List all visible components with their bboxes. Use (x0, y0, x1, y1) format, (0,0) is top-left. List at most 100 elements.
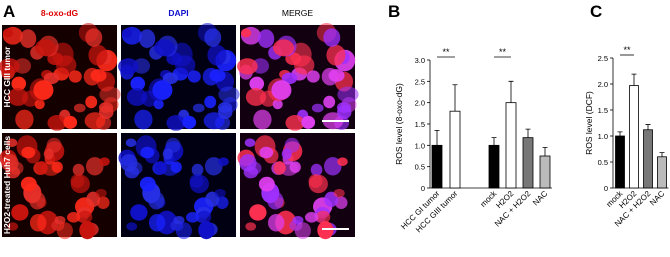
cell (29, 213, 47, 232)
cell (34, 99, 45, 110)
cell (47, 114, 67, 131)
bar (629, 85, 639, 189)
cell (130, 76, 146, 91)
bar (505, 102, 517, 189)
bar (615, 135, 625, 189)
cell (310, 163, 323, 177)
cell (249, 204, 267, 221)
significance-label: ** (442, 47, 450, 57)
cell (1, 154, 19, 172)
cell (323, 95, 336, 109)
y-tick-label: 1.0 (598, 132, 608, 141)
cell (203, 112, 225, 130)
cell (323, 157, 342, 176)
y-tick-label: 1.5 (598, 106, 608, 115)
cell (84, 112, 106, 130)
cell (0, 58, 20, 75)
cell (68, 70, 82, 83)
y-tick-label: 0 (421, 184, 425, 193)
cell (85, 95, 98, 109)
cell (148, 213, 166, 232)
micrograph (237, 133, 355, 240)
y-tick-label: 2.0 (415, 99, 425, 108)
cell (186, 212, 200, 223)
cell (244, 138, 256, 147)
cell (7, 222, 19, 231)
column-label: 8-oxo-dG (41, 8, 79, 18)
cell (165, 137, 181, 153)
cell (196, 210, 212, 224)
row-label: HCC GIII tumor (2, 46, 12, 108)
cell (321, 67, 339, 86)
cell (43, 72, 60, 85)
cell (85, 157, 104, 176)
cell (323, 28, 341, 47)
cell (253, 109, 272, 130)
error-bar (525, 128, 531, 138)
cell (154, 161, 167, 175)
cell (56, 222, 73, 240)
cell (79, 221, 96, 240)
cell (154, 39, 175, 57)
cell (239, 154, 257, 172)
cell (337, 157, 348, 166)
y-tick-label: 1.5 (415, 120, 425, 129)
cell (2, 28, 14, 38)
cell (294, 222, 311, 240)
bar (539, 155, 551, 189)
cell (21, 146, 36, 159)
bar (643, 129, 653, 189)
bar (431, 144, 443, 189)
cell (175, 222, 192, 240)
cell (308, 174, 323, 188)
cell (204, 157, 223, 176)
cell (306, 70, 320, 83)
bar (522, 137, 534, 189)
cell (121, 28, 133, 38)
cell (267, 191, 284, 210)
micrograph (118, 23, 240, 131)
cell (19, 29, 37, 48)
cell (273, 39, 294, 57)
cell (148, 191, 165, 210)
error-bar (508, 80, 514, 103)
cell (305, 212, 319, 223)
cell (126, 88, 148, 106)
cell (96, 196, 110, 209)
panel-letter: B (388, 2, 400, 21)
bar (488, 144, 500, 189)
cell (85, 28, 103, 47)
cell (170, 161, 182, 173)
cell (207, 44, 227, 66)
y-tick-label: 1.0 (415, 141, 425, 150)
cell (140, 146, 155, 159)
y-tick-label: 3.0 (415, 56, 425, 65)
cell (284, 137, 300, 153)
cell (333, 188, 345, 198)
cell (315, 210, 331, 224)
cell (259, 146, 274, 159)
cell (326, 44, 346, 66)
cell (125, 138, 137, 147)
y-tick-label: 0.5 (415, 163, 425, 172)
cell (139, 176, 156, 192)
cell (29, 191, 46, 210)
cell (218, 86, 240, 103)
cell (311, 103, 324, 113)
cell (191, 163, 204, 177)
error-bar (631, 73, 637, 86)
cell (166, 114, 186, 131)
significance-label: ** (499, 47, 507, 57)
cell (214, 188, 226, 198)
bar (657, 156, 667, 189)
cell (198, 221, 215, 240)
cell (257, 29, 275, 48)
cell (187, 70, 201, 83)
cell (120, 154, 138, 172)
cell (245, 222, 257, 231)
cell (33, 80, 54, 100)
error-bar (645, 124, 651, 130)
error-bar (434, 130, 440, 146)
